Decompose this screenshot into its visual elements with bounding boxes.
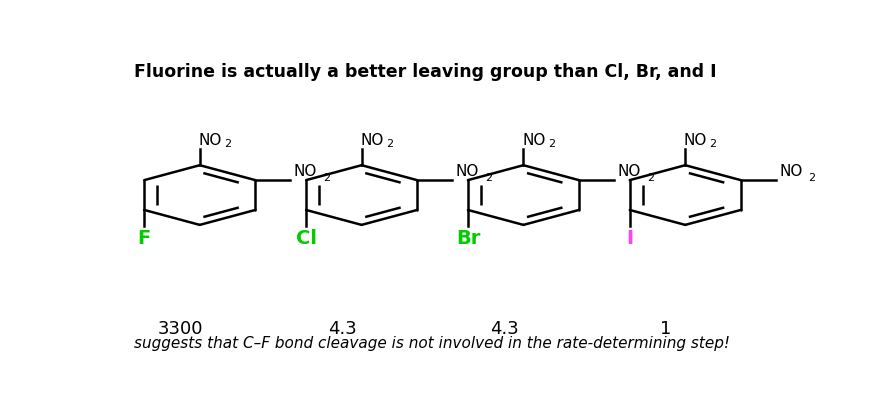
Text: NO: NO	[683, 133, 706, 148]
Text: 2: 2	[224, 140, 231, 149]
Text: NO: NO	[294, 164, 316, 179]
Text: F: F	[137, 229, 150, 248]
Text: 2: 2	[646, 173, 653, 182]
Text: 4.3: 4.3	[489, 320, 518, 338]
Text: 1: 1	[660, 320, 671, 338]
Text: 2: 2	[547, 140, 554, 149]
Text: Br: Br	[455, 229, 480, 248]
Text: I: I	[626, 229, 633, 248]
Text: 2: 2	[322, 173, 330, 182]
Text: NO: NO	[617, 164, 640, 179]
Text: 2: 2	[484, 173, 492, 182]
Text: NO: NO	[360, 133, 383, 148]
Text: Cl: Cl	[295, 229, 316, 248]
Text: suggests that C–F bond cleavage is not involved in the rate-determining step!: suggests that C–F bond cleavage is not i…	[134, 336, 730, 351]
Text: Fluorine is actually a better leaving group than Cl, Br, and I: Fluorine is actually a better leaving gr…	[134, 63, 716, 81]
Text: 2: 2	[709, 140, 716, 149]
Text: NO: NO	[779, 164, 801, 179]
Text: 4.3: 4.3	[328, 320, 356, 338]
Text: NO: NO	[521, 133, 545, 148]
Text: NO: NO	[455, 164, 478, 179]
Text: 2: 2	[807, 173, 815, 182]
Text: NO: NO	[198, 133, 222, 148]
Text: 3300: 3300	[157, 320, 203, 338]
Text: 2: 2	[386, 140, 393, 149]
